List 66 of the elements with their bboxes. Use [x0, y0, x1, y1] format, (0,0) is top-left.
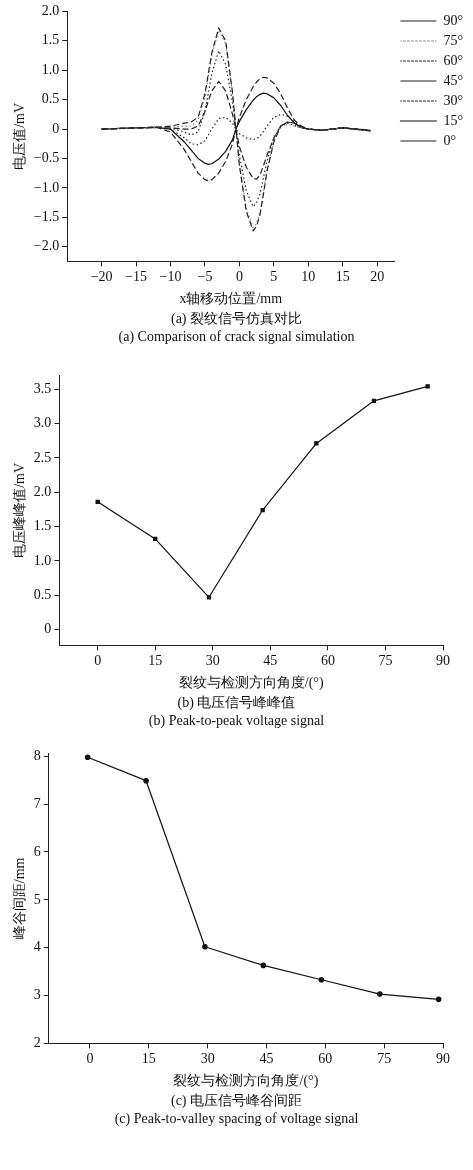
x-tick-label: 20: [370, 269, 385, 285]
x-tick-label: 0: [235, 269, 243, 285]
x-axis-title: x轴移动位置/mm: [179, 291, 283, 307]
x-tick-label: 5: [270, 269, 278, 285]
text: (b) 电压信号峰峰值: [176, 694, 297, 712]
x-tick-label: 45: [259, 1051, 274, 1067]
y-tick-label: 0: [44, 621, 52, 637]
x-tick-label: 15: [335, 269, 350, 285]
y-tick-label: 2: [33, 1035, 41, 1051]
x-axis-title: 裂纹与检测方向角度/(°): [173, 1073, 319, 1090]
y-tick-label: 6: [33, 843, 41, 859]
y-tick-label: 2.0: [33, 483, 52, 499]
x-tick-label: 10: [301, 269, 316, 285]
legend-label: 15°: [443, 112, 464, 128]
legend-label: 60°: [443, 52, 464, 68]
y-tick-label: 1.5: [41, 32, 60, 48]
x-tick-label: 75: [377, 1051, 392, 1067]
y-tick-label: 2.5: [33, 449, 52, 465]
x-tick-label: 90: [436, 653, 450, 669]
legend-label: 0°: [443, 132, 457, 148]
y-tick-label: −0.5: [33, 150, 60, 166]
x-tick-label: 15: [148, 653, 163, 669]
y-axis-title: 电压峰峰值/mV: [12, 462, 28, 558]
x-tick-label: 30: [205, 653, 220, 669]
x-tick-label: 0: [94, 653, 102, 669]
y-tick-label: −1.5: [33, 208, 60, 224]
y-tick-label: −1.0: [33, 179, 60, 195]
x-tick-label: −20: [90, 269, 113, 285]
x-tick-label: 30: [200, 1051, 215, 1067]
legend-label: 90°: [443, 12, 464, 28]
y-tick-label: 3.5: [33, 380, 52, 396]
y-tick-label: 0.5: [33, 586, 52, 602]
text: (a) 裂纹信号仿真对比: [169, 310, 303, 328]
legend-label: 75°: [443, 32, 464, 48]
y-tick-label: 3: [33, 987, 41, 1003]
x-tick-label: −5: [197, 269, 213, 285]
legend-label: 45°: [443, 72, 464, 88]
y-tick-label: 7: [33, 795, 41, 811]
text: (c) 电压信号峰谷间距: [169, 1092, 303, 1110]
text: (b) Peak-to-peak voltage signal: [147, 712, 326, 730]
y-axis-title: 峰谷间距/mm: [12, 857, 28, 940]
y-tick-label: 1.0: [33, 552, 52, 568]
y-tick-label: 1.0: [41, 61, 60, 77]
x-tick-label: 90: [436, 1051, 450, 1067]
text: (a) Comparison of crack signal simulation: [117, 328, 356, 346]
x-tick-label: 0: [86, 1051, 94, 1067]
y-tick-label: −2.0: [33, 238, 60, 254]
x-tick-label: 60: [318, 1051, 333, 1067]
x-tick-label: −10: [159, 269, 182, 285]
x-tick-label: 60: [320, 653, 335, 669]
y-tick-label: 5: [33, 891, 41, 907]
y-tick-label: 8: [33, 747, 41, 763]
y-tick-label: 4: [33, 939, 41, 955]
y-tick-label: 3.0: [33, 415, 52, 431]
legend-label: 30°: [443, 92, 464, 108]
x-axis-title: 裂纹与检测方向角度/(°): [178, 675, 324, 692]
y-tick-label: 0: [52, 120, 60, 136]
x-tick-label: 45: [263, 653, 278, 669]
text: (c) Peak-to-valley spacing of voltage signal: [113, 1110, 360, 1128]
x-tick-label: −15: [125, 269, 148, 285]
x-tick-label: 15: [141, 1051, 156, 1067]
y-tick-label: 1.5: [33, 518, 52, 534]
y-tick-label: 0.5: [41, 91, 60, 107]
x-tick-label: 75: [378, 653, 393, 669]
y-tick-label: 2.0: [41, 3, 60, 19]
y-axis-title: 电压值/mV: [12, 102, 28, 170]
